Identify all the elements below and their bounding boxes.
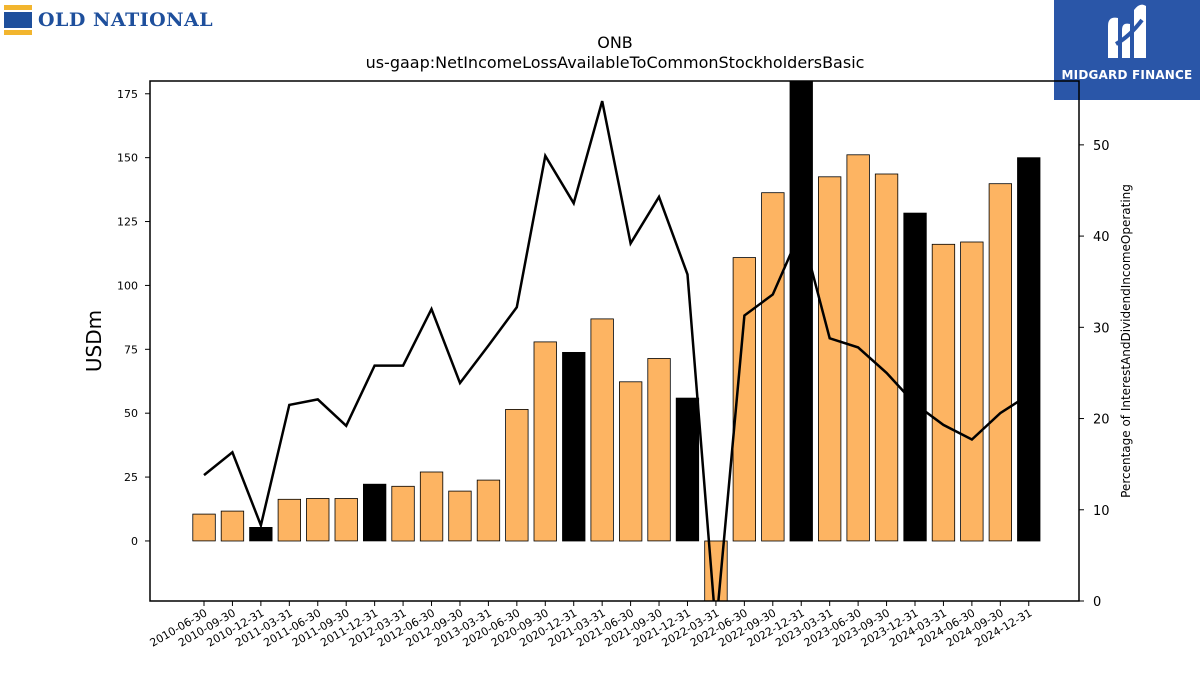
bar-2021-12-31	[675, 397, 700, 542]
y2-tick-label: 30	[1093, 321, 1110, 336]
bar-2020-06-30	[505, 408, 529, 542]
line-group	[203, 100, 1030, 601]
bar-2013-03-31	[476, 479, 501, 542]
y2-tick-label: 10	[1093, 504, 1110, 519]
bar-2022-09-30	[761, 192, 785, 542]
bar-2024-09-30	[988, 183, 1012, 542]
bar-2024-03-31	[931, 243, 956, 542]
y-tick-label: 175	[117, 88, 138, 101]
bar-2022-12-31	[789, 80, 813, 542]
bar-2012-03-31	[391, 485, 415, 542]
bar-2022-06-30	[732, 257, 756, 542]
y-tick-label: 100	[117, 279, 138, 292]
bar-2011-09-30	[334, 498, 358, 542]
bar-2023-09-30	[874, 173, 899, 542]
bar-2021-03-31	[590, 318, 614, 542]
bar-2010-09-30	[220, 510, 245, 542]
bar-2023-12-31	[903, 212, 927, 542]
bars-group	[192, 80, 1041, 602]
y-tick-label: 125	[117, 216, 138, 229]
y-tick-label: 150	[117, 152, 138, 165]
bar-2011-03-31	[277, 498, 302, 542]
y2-tick-label: 20	[1093, 413, 1110, 428]
bar-2023-03-31	[818, 176, 842, 542]
bar-2020-09-30	[533, 341, 557, 542]
chart-title: ONB	[597, 33, 633, 52]
chart-subtitle: us-gaap:NetIncomeLossAvailableToCommonSt…	[366, 53, 865, 72]
y2-tick-label: 50	[1093, 139, 1110, 154]
bar-2021-06-30	[619, 381, 643, 542]
bar-2024-12-31	[1017, 157, 1041, 542]
y-tick-label: 25	[124, 471, 138, 484]
old-national-logo-icon	[4, 5, 32, 35]
bar-2010-06-30	[192, 513, 216, 542]
bar-2024-06-30	[960, 241, 984, 542]
midgard-finance-logo-text: MIDGARD FINANCE	[1061, 68, 1193, 82]
old-national-logo-text: OLD NATIONAL	[38, 9, 214, 31]
y-tick-label: 50	[124, 407, 138, 420]
y2-tick-label: 40	[1093, 230, 1110, 245]
y-tick-label: 0	[131, 535, 138, 548]
bar-2011-06-30	[306, 498, 330, 542]
line-series	[203, 100, 1030, 601]
y-tick-label: 75	[124, 343, 138, 356]
bar-2020-12-31	[562, 351, 586, 542]
plot-frame	[149, 80, 1080, 602]
bar-2011-12-31	[362, 483, 387, 542]
bar-2012-09-30	[448, 490, 472, 542]
old-national-logo: OLD NATIONAL	[4, 4, 213, 36]
y2-axis-label: Percentage of InterestAndDividendIncomeO…	[1119, 184, 1133, 498]
y-axis-label: USDm	[82, 310, 106, 372]
y2-tick-label: 0	[1093, 595, 1101, 610]
bar-2010-12-31	[249, 527, 273, 542]
bar-2021-09-30	[647, 358, 671, 542]
midgard-finance-logo: MIDGARD FINANCE	[1054, 0, 1200, 100]
midgard-finance-logo-icon	[1108, 4, 1146, 59]
bar-2012-06-30	[419, 471, 444, 542]
